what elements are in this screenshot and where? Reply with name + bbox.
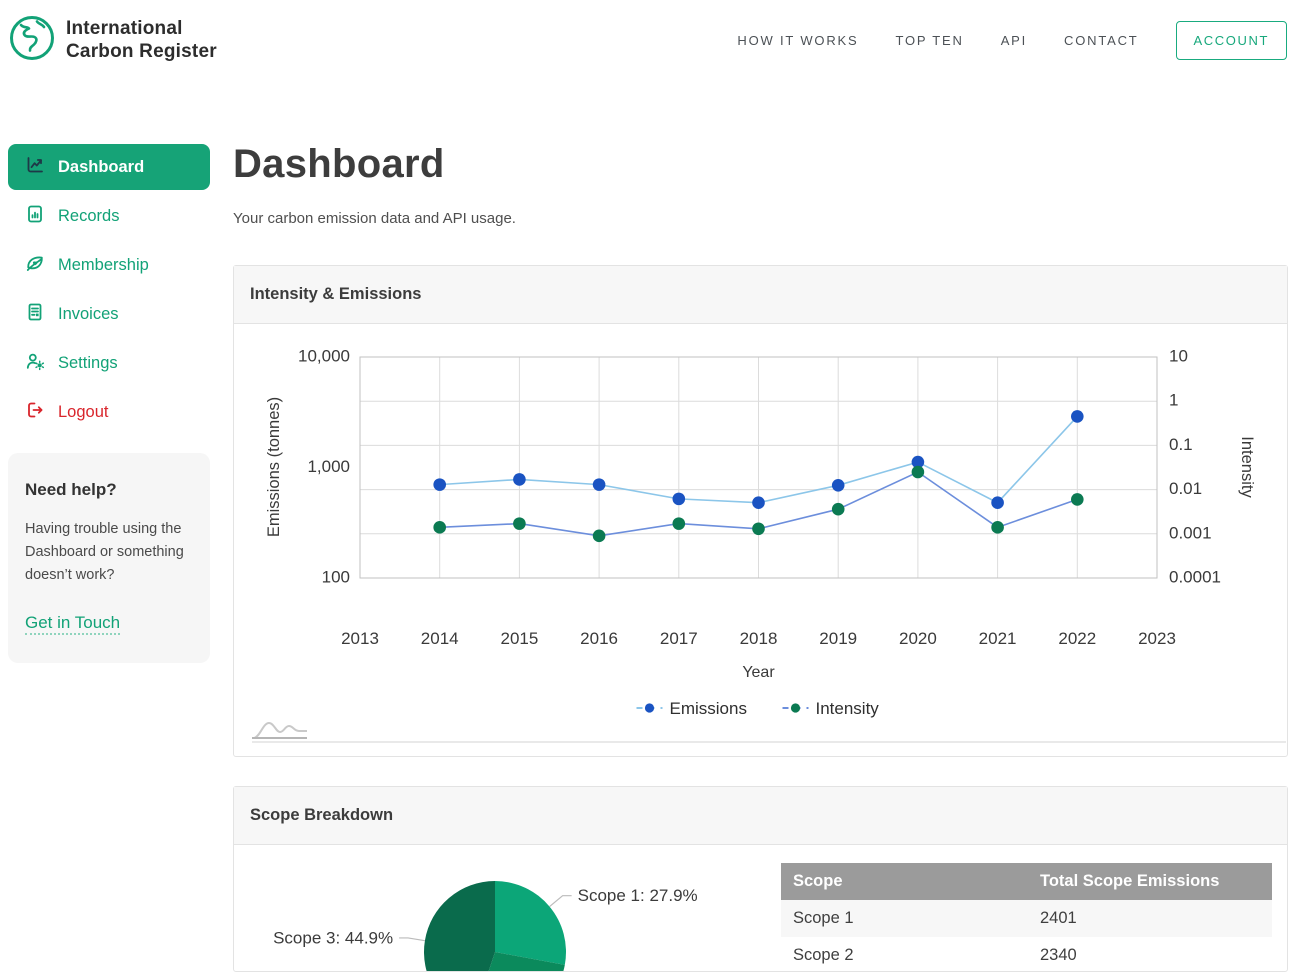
get-in-touch-link[interactable]: Get in Touch (25, 613, 121, 635)
svg-text:Emissions: Emissions (670, 699, 747, 718)
table-header-row: Scope Total Scope Emissions (781, 863, 1272, 900)
page-title: Dashboard (233, 142, 445, 186)
leaf-heart-icon (25, 253, 45, 278)
sidebar-item-records[interactable]: Records (8, 193, 210, 239)
scope-breakdown-card: Scope Breakdown Scope 1: 27.9% Scope 3: 4… (233, 786, 1288, 972)
sidebar: Dashboard Records Membership (8, 144, 210, 438)
brand-name: International Carbon Register (66, 18, 217, 62)
svg-text:Emissions (tonnes): Emissions (tonnes) (265, 397, 283, 537)
nav-api[interactable]: API (1000, 32, 1028, 48)
svg-text:2022: 2022 (1058, 629, 1096, 648)
cell-scope: Scope 1 (781, 900, 1028, 937)
svg-text:2023: 2023 (1138, 629, 1176, 648)
svg-text:0.1: 0.1 (1169, 435, 1193, 454)
svg-text:1: 1 (1169, 391, 1178, 410)
page-subtitle: Your carbon emission data and API usage. (233, 210, 516, 227)
user-gear-icon (25, 351, 45, 376)
intensity-emissions-card: Intensity & Emissions 10,000 1,000 100 10 1 0… (233, 265, 1288, 757)
globe-logo-icon (8, 14, 56, 67)
sidebar-item-settings[interactable]: Settings (8, 340, 210, 386)
svg-text:2021: 2021 (979, 629, 1017, 648)
help-box: Need help? Having trouble using the Dash… (8, 453, 210, 663)
sidebar-item-label: Logout (58, 402, 109, 421)
svg-text:0.001: 0.001 (1169, 523, 1212, 542)
chart-line-icon (25, 155, 45, 180)
table-row: Scope 1 2401 (781, 900, 1272, 937)
intensity-emissions-chart: 10,000 1,000 100 10 1 0.1 0.01 0.001 0.0001 Emiss… (234, 324, 1287, 756)
sidebar-item-logout[interactable]: Logout (8, 389, 210, 435)
scope-pie-chart: Scope 1: 27.9% Scope 3: 44.9% (234, 845, 1287, 971)
nav-contact[interactable]: CONTACT (1064, 32, 1139, 48)
svg-text:Intensity: Intensity (816, 699, 880, 718)
svg-text:1,000: 1,000 (307, 457, 350, 476)
svg-text:2014: 2014 (421, 629, 459, 648)
account-button[interactable]: ACCOUNT (1175, 20, 1287, 60)
logout-icon (25, 400, 45, 425)
sidebar-item-membership[interactable]: Membership (8, 242, 210, 288)
svg-text:10: 10 (1169, 346, 1188, 365)
nav-top-ten[interactable]: TOP TEN (895, 32, 964, 48)
sidebar-item-label: Settings (58, 353, 118, 372)
col-header-scope: Scope (781, 863, 1028, 900)
svg-text:100: 100 (322, 567, 350, 586)
sidebar-item-invoices[interactable]: Invoices (8, 291, 210, 337)
svg-text:2018: 2018 (740, 629, 778, 648)
app-header: International Carbon Register HOW IT WOR… (0, 0, 1301, 80)
sidebar-item-label: Dashboard (58, 157, 145, 176)
help-title: Need help? (25, 480, 117, 499)
svg-text:2019: 2019 (819, 629, 857, 648)
svg-text:2015: 2015 (500, 629, 538, 648)
svg-text:Scope 1: 27.9%: Scope 1: 27.9% (578, 886, 698, 905)
cell-total: 2401 (1028, 900, 1272, 937)
svg-text:Scope 3: 44.9%: Scope 3: 44.9% (273, 928, 393, 947)
svg-text:0.01: 0.01 (1169, 479, 1202, 498)
svg-text:2016: 2016 (580, 629, 618, 648)
svg-text:10,000: 10,000 (298, 346, 350, 365)
svg-text:2017: 2017 (660, 629, 698, 648)
svg-text:0.0001: 0.0001 (1169, 567, 1221, 586)
table-row: Scope 2 2340 (781, 937, 1272, 971)
card-title: Scope Breakdown (234, 787, 1287, 845)
brand[interactable]: International Carbon Register (8, 14, 217, 67)
main-content: Dashboard Your carbon emission data and … (233, 138, 1288, 972)
col-header-total: Total Scope Emissions (1028, 863, 1272, 900)
help-body: Having trouble using the Dashboard or so… (25, 521, 184, 583)
cell-total: 2340 (1040, 946, 1077, 964)
invoice-icon (25, 302, 45, 327)
sidebar-item-label: Records (58, 206, 120, 225)
svg-text:Year: Year (742, 664, 775, 681)
scope-table: Scope Total Scope Emissions Scope 1 2401… (781, 863, 1272, 971)
card-title: Intensity & Emissions (234, 266, 1287, 324)
svg-text:2013: 2013 (341, 629, 379, 648)
svg-text:Intensity: Intensity (1238, 436, 1256, 498)
document-chart-icon (25, 204, 45, 229)
sidebar-item-label: Invoices (58, 304, 119, 323)
scope-breakdown-body: Scope 1: 27.9% Scope 3: 44.9% Scope Total… (234, 845, 1287, 971)
top-nav: HOW IT WORKS TOP TEN API CONTACT ACCOUNT (737, 20, 1287, 60)
chart-watermark-icon (253, 721, 307, 739)
cell-scope: Scope 2 (793, 946, 854, 964)
sidebar-item-dashboard[interactable]: Dashboard (8, 144, 210, 190)
sidebar-item-label: Membership (58, 255, 149, 274)
svg-text:2020: 2020 (899, 629, 937, 648)
nav-how-it-works[interactable]: HOW IT WORKS (737, 32, 859, 48)
